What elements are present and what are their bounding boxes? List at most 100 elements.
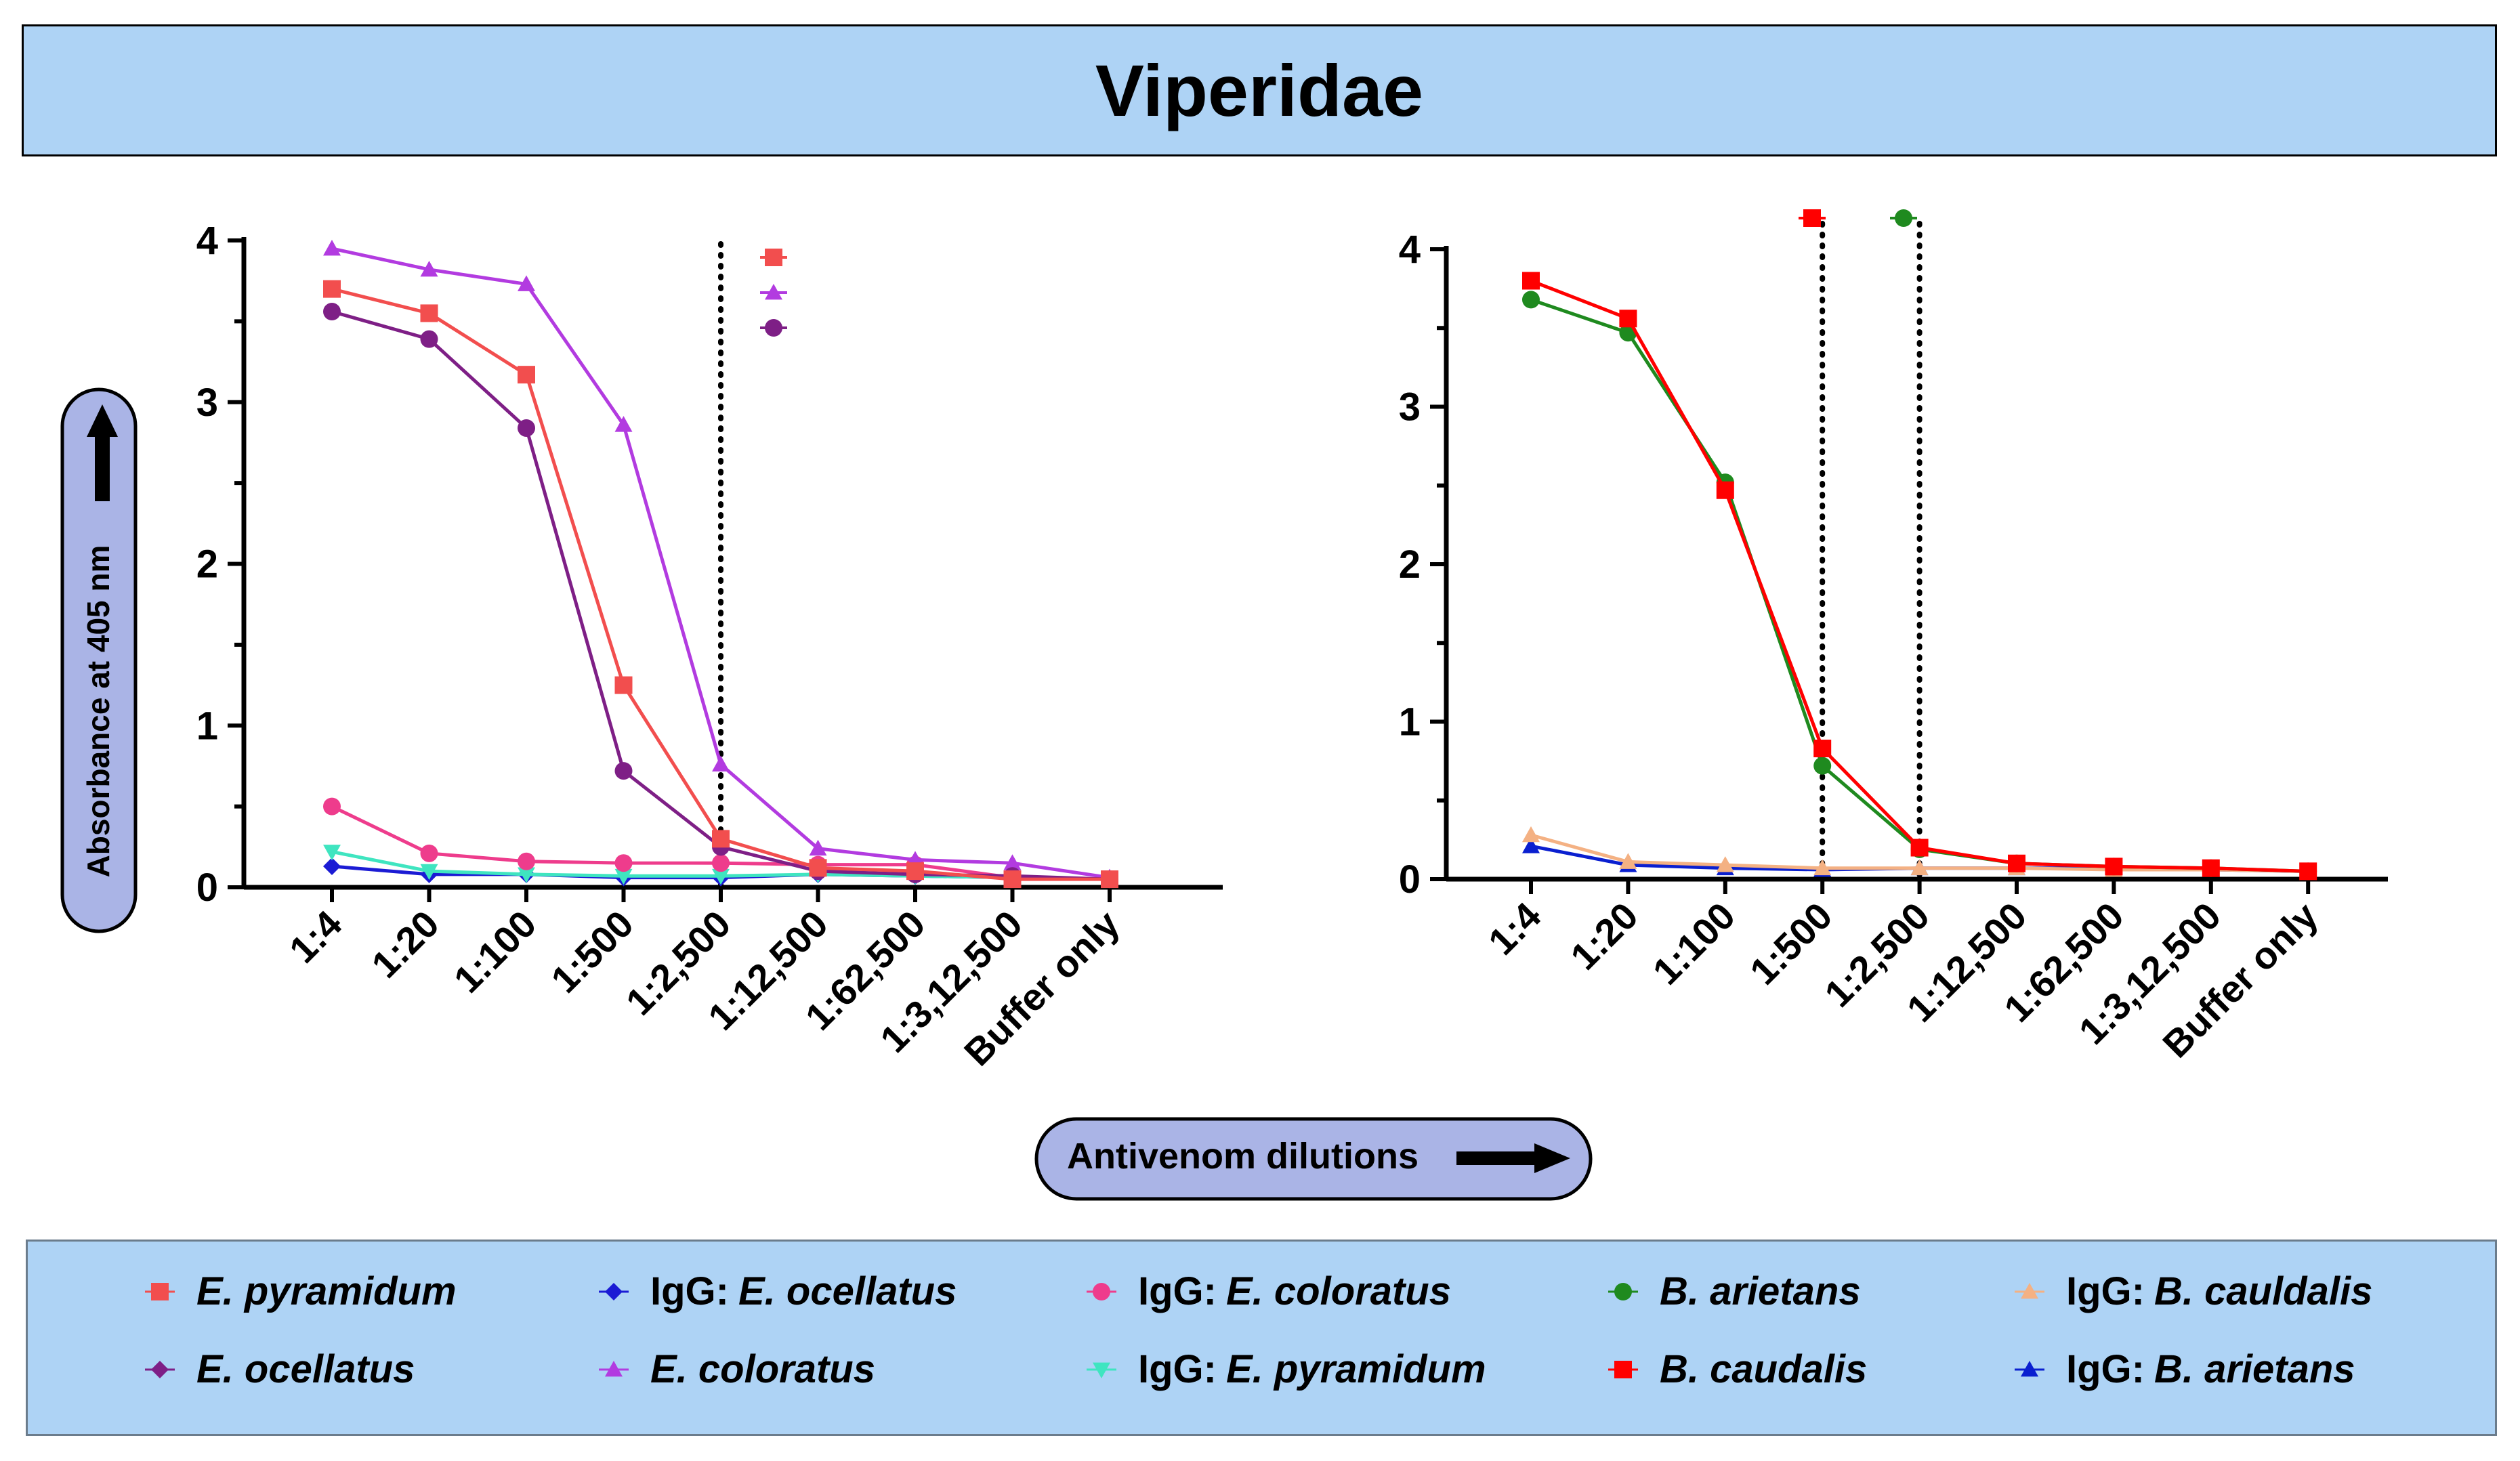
legend-item-igg-e-coloratus: IgG: E. coloratus	[1081, 1269, 1451, 1314]
data-point	[1522, 272, 1540, 290]
data-point	[420, 844, 438, 862]
legend-item-igg-b-arietans: IgG: B. arietans	[2009, 1347, 2355, 1392]
data-point	[420, 260, 438, 277]
data-point	[2202, 859, 2220, 877]
right-arrow-icon	[1456, 1143, 1570, 1173]
legend-prefix: IgG:	[2066, 1269, 2145, 1313]
data-point	[2008, 854, 2025, 872]
legend-item-igg-e-ocellatus: IgG: E. ocellatus	[593, 1269, 957, 1314]
y-tick-label: 2	[1399, 543, 1421, 587]
legend: E. pyramidum IgG: E. ocellatus IgG: E. color…	[26, 1240, 2497, 1436]
data-point	[1522, 826, 1540, 843]
data-point	[420, 304, 438, 322]
data-point	[1003, 854, 1022, 870]
data-point	[1813, 757, 1832, 775]
legend-triangle-marker-icon	[599, 1360, 629, 1376]
data-point	[2105, 857, 2123, 876]
x-axis-label-pill: Antivenom dilutions	[1034, 1117, 1593, 1201]
data-point	[518, 852, 535, 870]
legend-triangle-marker-icon	[2015, 1282, 2044, 1298]
top-marker-e-ocellatus	[765, 319, 782, 337]
legend-label: E. coloratus	[1225, 1269, 1451, 1313]
legend-triangle-down-marker-icon	[1087, 1362, 1116, 1378]
data-point	[614, 676, 633, 694]
data-point	[323, 845, 341, 861]
legend-marker	[151, 1282, 169, 1300]
x-tick-label: 1:4	[281, 902, 350, 971]
legend-label: E. coloratus	[650, 1347, 875, 1391]
data-point	[1003, 870, 1022, 889]
data-point	[323, 239, 341, 256]
data-point	[906, 862, 924, 881]
data-point	[614, 854, 633, 872]
top-marker-b-arietans	[1895, 209, 1912, 227]
x-tick-label: 1:100	[1644, 894, 1743, 993]
data-point	[518, 419, 535, 437]
up-arrow-icon	[87, 404, 118, 501]
data-point	[323, 857, 341, 875]
x-tick-label: 1:20	[363, 902, 447, 986]
y-axis-label-pill: Absorbance at 405 nm	[60, 387, 138, 933]
data-point	[1716, 481, 1734, 499]
legend-circle-marker-icon	[1608, 1282, 1638, 1300]
data-point	[1813, 859, 1832, 876]
x-tick-label: 1:4	[1480, 894, 1549, 963]
data-point	[1716, 856, 1734, 872]
data-point	[518, 867, 535, 883]
legend-label: B. arietans	[2154, 1347, 2355, 1391]
series-b-caudalis	[1522, 272, 2317, 881]
data-point	[712, 868, 730, 885]
data-point	[1619, 310, 1637, 328]
data-point	[809, 839, 827, 856]
data-point	[518, 275, 535, 291]
data-point	[420, 330, 438, 348]
legend-prefix: IgG:	[650, 1269, 729, 1313]
y-tick-label: 1	[1399, 700, 1421, 744]
legend-marker	[605, 1282, 623, 1300]
data-point	[1910, 839, 1929, 857]
legend-item-b-arietans: B. arietans	[1603, 1269, 1861, 1314]
legend-label: E. ocellatus	[196, 1347, 415, 1391]
legend-label: B. cauldalis	[2154, 1269, 2373, 1313]
legend-square-marker-icon	[145, 1282, 175, 1300]
data-point	[712, 830, 730, 848]
legend-marker	[1614, 1360, 1632, 1378]
data-point	[1101, 870, 1118, 889]
x-tick-label: 1:100	[446, 902, 545, 1001]
legend-item-b-caudalis: B. caudalis	[1603, 1347, 1867, 1392]
data-point	[323, 797, 341, 816]
legend-label: B. arietans	[1660, 1269, 1861, 1313]
data-point	[614, 416, 633, 432]
data-point	[1813, 740, 1832, 758]
series-line	[1530, 279, 2309, 873]
data-point	[323, 303, 341, 321]
data-point	[420, 864, 438, 881]
data-point	[712, 755, 730, 771]
y-tick-label: 3	[196, 381, 218, 425]
top-marker-e-coloratus	[765, 284, 782, 300]
data-point	[614, 868, 633, 885]
data-point	[1619, 853, 1637, 869]
legend-prefix: IgG:	[2066, 1347, 2145, 1391]
title-bar: Viperidae	[22, 24, 2497, 156]
legend-label: E. pyramidum	[1225, 1347, 1486, 1391]
page-title: Viperidae	[1095, 49, 1424, 131]
legend-diamond-marker-icon	[599, 1282, 629, 1300]
y-tick-label: 4	[1399, 228, 1421, 272]
y-tick-label: 1	[196, 704, 218, 748]
top-marker-e-pyramidum	[765, 249, 782, 266]
legend-marker	[151, 1360, 169, 1378]
legend-prefix: IgG:	[1138, 1269, 1217, 1313]
data-point	[614, 762, 633, 780]
data-point	[2299, 862, 2317, 881]
legend-prefix: IgG:	[1138, 1347, 1217, 1391]
data-point	[809, 859, 827, 877]
data-point	[1522, 291, 1540, 309]
y-axis-label: Absorbance at 405 nm	[81, 545, 116, 878]
legend-square-marker-icon	[1608, 1360, 1638, 1378]
x-tick-label: 1:20	[1562, 894, 1646, 978]
data-point	[712, 854, 730, 872]
